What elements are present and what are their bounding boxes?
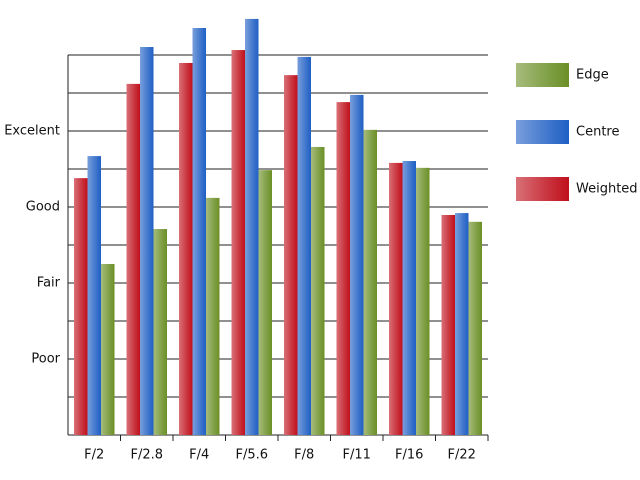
bar: [468, 221, 482, 435]
legend-label: Edge: [576, 68, 609, 83]
x-tick-label: F/22: [448, 448, 476, 463]
bar: [74, 178, 88, 435]
legend-swatch: [516, 177, 569, 201]
legend-label: Centre: [576, 125, 619, 140]
legend-swatch: [516, 120, 569, 144]
bar: [363, 129, 377, 436]
x-tick-label: F/16: [395, 448, 423, 463]
bar: [231, 50, 245, 436]
bar: [101, 264, 115, 435]
y-tick-label: Poor: [31, 352, 60, 367]
bar: [284, 75, 298, 435]
x-tick-label: F/4: [189, 448, 209, 463]
legend-swatch: [516, 63, 569, 87]
y-tick-label: Excelent: [4, 124, 60, 139]
bar: [297, 56, 311, 436]
bar: [245, 18, 259, 436]
bar: [87, 156, 101, 435]
bar: [336, 102, 350, 436]
bar: [192, 28, 206, 436]
bar: [258, 170, 272, 435]
bar: [140, 47, 154, 436]
bar: [350, 94, 364, 436]
x-tick-label: F/11: [343, 448, 371, 463]
bar: [153, 229, 167, 435]
x-tick-label: F/5.6: [235, 448, 268, 463]
bar: [179, 62, 193, 435]
bar: [455, 213, 469, 435]
x-tick-label: F/8: [294, 448, 314, 463]
bar: [389, 162, 403, 436]
y-tick-label: Fair: [37, 276, 61, 291]
x-tick-label: F/2.8: [130, 448, 163, 463]
y-tick-label: Good: [26, 200, 60, 215]
bar: [206, 197, 220, 435]
bar: [416, 167, 430, 436]
bar: [311, 146, 325, 435]
x-tick-label: F/2: [84, 448, 104, 463]
bar: [402, 161, 416, 435]
bar: [441, 214, 455, 435]
bar: [126, 83, 140, 435]
legend-label: Weighted: [576, 182, 638, 197]
